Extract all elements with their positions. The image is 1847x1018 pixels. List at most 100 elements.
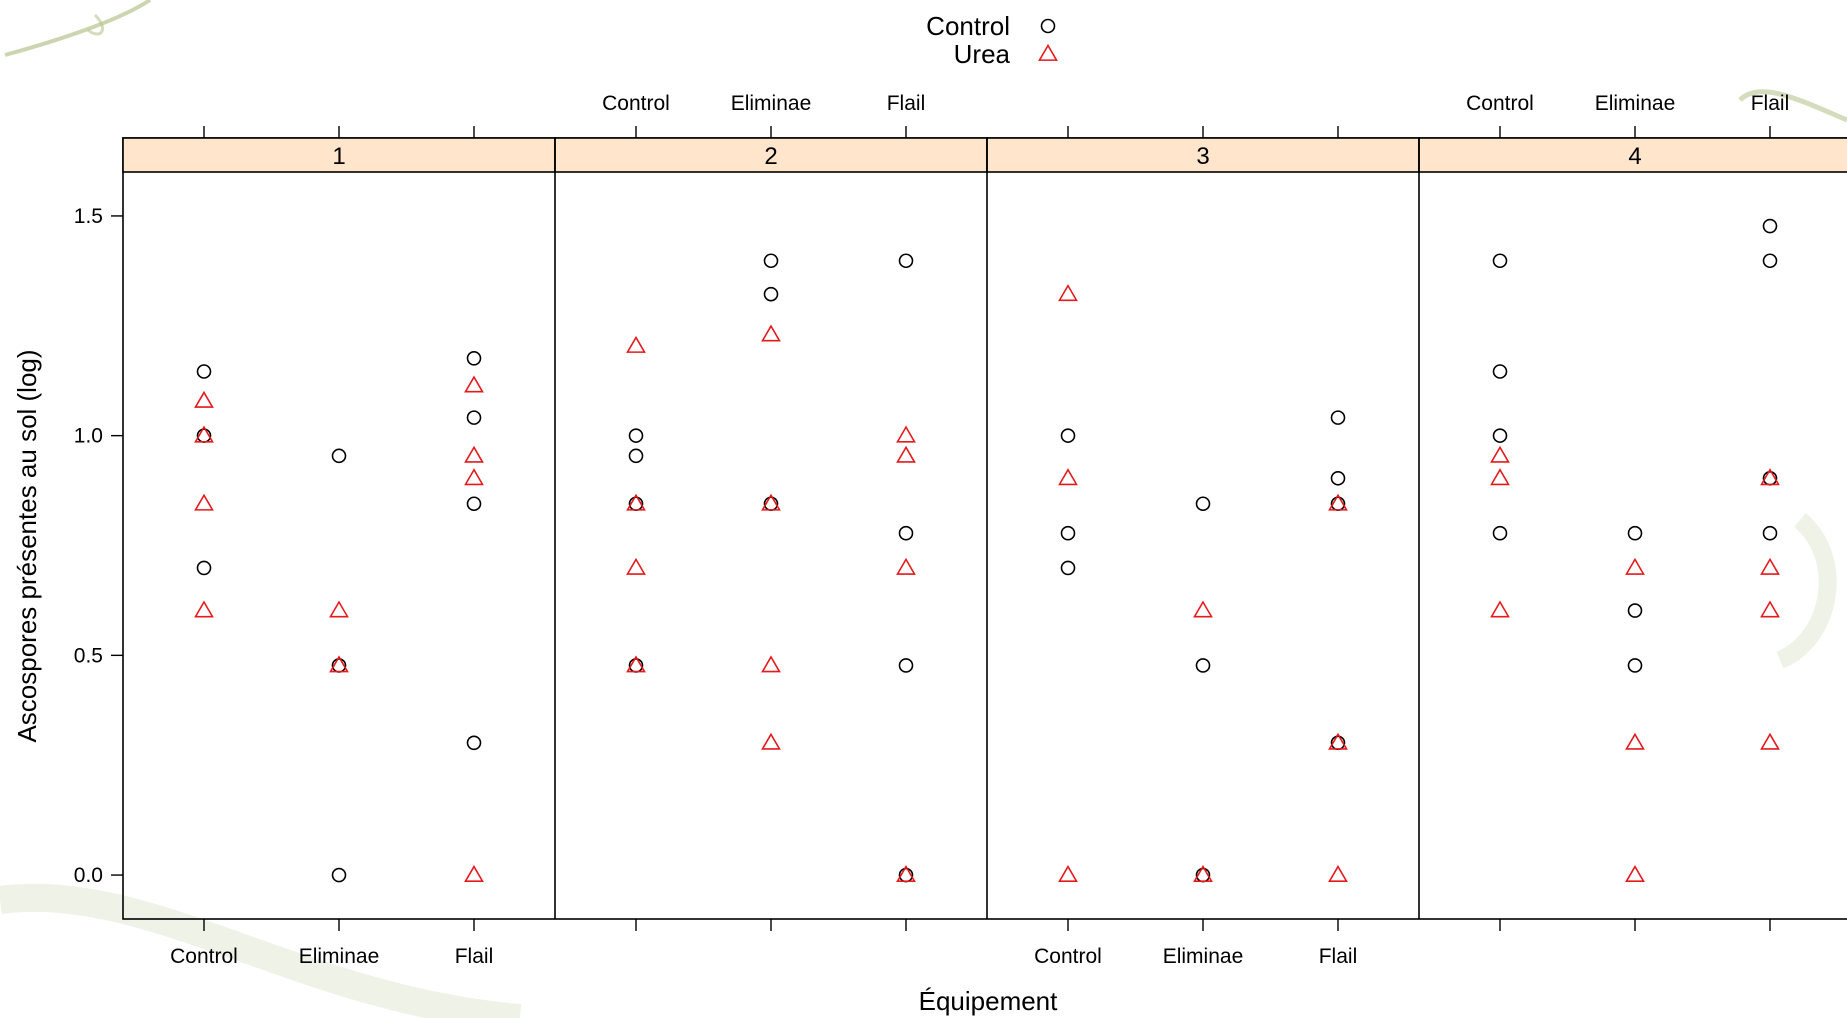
data-point-urea <box>1490 468 1510 486</box>
data-point-urea <box>1625 557 1645 575</box>
data-point-control <box>196 560 212 576</box>
data-point-control <box>1492 364 1508 379</box>
data-point-control <box>1762 218 1778 234</box>
data-point-urea <box>194 493 214 511</box>
data-point-urea <box>1328 493 1348 511</box>
data-point-urea <box>194 600 214 618</box>
data-point-control <box>466 735 482 751</box>
panel-strip <box>1418 137 1847 173</box>
data-point-control <box>628 448 644 464</box>
x-tick-label: Flail <box>1751 92 1790 115</box>
x-tick-label: Eliminae <box>1163 945 1244 968</box>
legend-label-control: Control <box>926 11 1010 41</box>
data-point-control <box>898 525 914 541</box>
data-point-urea <box>896 864 916 882</box>
data-point-urea <box>896 557 916 575</box>
data-point-control <box>1492 253 1508 269</box>
legend-marker-control <box>1040 18 1056 34</box>
x-tick-label: Control <box>602 92 670 115</box>
x-tick-label: Eliminae <box>299 945 380 968</box>
data-point-urea <box>761 493 781 511</box>
data-point-control <box>466 496 482 512</box>
legend-label-urea: Urea <box>954 39 1011 69</box>
x-tick-label: Flail <box>1319 945 1358 968</box>
data-point-urea <box>194 425 214 443</box>
data-point-urea <box>761 655 781 673</box>
data-point-control <box>898 253 914 269</box>
data-point-control <box>763 286 779 302</box>
data-point-urea <box>761 324 781 342</box>
y-axis-title: Ascospores présentes au sol (log) <box>12 349 42 742</box>
data-point-urea <box>464 375 484 393</box>
y-tick-label: 1.5 <box>74 205 103 228</box>
data-point-control <box>196 364 212 379</box>
x-tick-label: Flail <box>887 92 926 115</box>
data-point-control <box>1762 525 1778 541</box>
data-point-control <box>1627 603 1643 618</box>
data-point-control <box>1627 658 1643 673</box>
x-tick-label: Control <box>1466 92 1534 115</box>
data-point-control <box>1330 470 1346 486</box>
data-point-urea <box>1328 732 1348 750</box>
y-tick-label: 0.0 <box>74 864 103 887</box>
x-tick-label: Flail <box>455 945 494 968</box>
data-point-urea <box>329 600 349 618</box>
data-point-control <box>763 253 779 269</box>
data-point-urea <box>896 425 916 443</box>
x-tick-label: Control <box>1034 945 1102 968</box>
data-point-urea <box>1760 468 1780 486</box>
legend-marker-urea <box>1038 43 1058 61</box>
data-point-urea <box>1058 284 1078 302</box>
panel-strip-label: 3 <box>1196 143 1209 170</box>
data-point-control <box>628 428 644 443</box>
data-point-control <box>1330 410 1346 425</box>
data-point-urea <box>1625 864 1645 882</box>
data-point-control <box>331 867 347 883</box>
data-point-control <box>331 448 347 464</box>
y-tick-label: 0.5 <box>74 644 103 667</box>
x-axis-title: Équipement <box>919 986 1059 1016</box>
panel-strip-label: 2 <box>764 143 777 170</box>
data-point-control <box>1492 525 1508 541</box>
data-point-urea <box>1490 600 1510 618</box>
data-point-urea <box>1760 732 1780 750</box>
x-tick-label: Eliminae <box>1595 92 1676 115</box>
data-point-urea <box>1058 864 1078 882</box>
data-point-control <box>1195 496 1211 512</box>
data-point-control <box>1492 428 1508 443</box>
data-point-urea <box>1625 732 1645 750</box>
data-point-urea <box>761 732 781 750</box>
data-point-urea <box>1193 864 1213 882</box>
data-point-urea <box>1193 600 1213 618</box>
data-point-urea <box>1058 468 1078 486</box>
data-point-urea <box>1760 557 1780 575</box>
data-point-urea <box>329 655 349 673</box>
data-point-urea <box>626 655 646 673</box>
data-point-urea <box>194 390 214 408</box>
data-point-control <box>1627 525 1643 541</box>
panel-strip-label: 1 <box>332 143 345 170</box>
y-tick-label: 1.0 <box>74 425 103 448</box>
data-point-urea <box>464 864 484 882</box>
data-point-urea <box>1328 864 1348 882</box>
data-point-urea <box>626 493 646 511</box>
plot-frame <box>122 137 1847 920</box>
data-point-urea <box>1760 600 1780 618</box>
data-point-urea <box>896 445 916 463</box>
panel-strip <box>122 137 556 173</box>
data-point-urea <box>464 445 484 463</box>
data-point-control <box>1060 525 1076 541</box>
data-point-urea <box>1490 445 1510 463</box>
x-tick-label: Control <box>170 945 238 968</box>
panel-strip-label: 4 <box>1628 143 1641 170</box>
data-point-control <box>1195 658 1211 673</box>
data-point-control <box>466 410 482 425</box>
data-point-urea <box>626 557 646 575</box>
x-tick-label: Eliminae <box>731 92 812 115</box>
data-point-control <box>1762 253 1778 269</box>
data-point-control <box>1060 560 1076 576</box>
data-point-control <box>1060 428 1076 443</box>
data-point-control <box>898 658 914 673</box>
